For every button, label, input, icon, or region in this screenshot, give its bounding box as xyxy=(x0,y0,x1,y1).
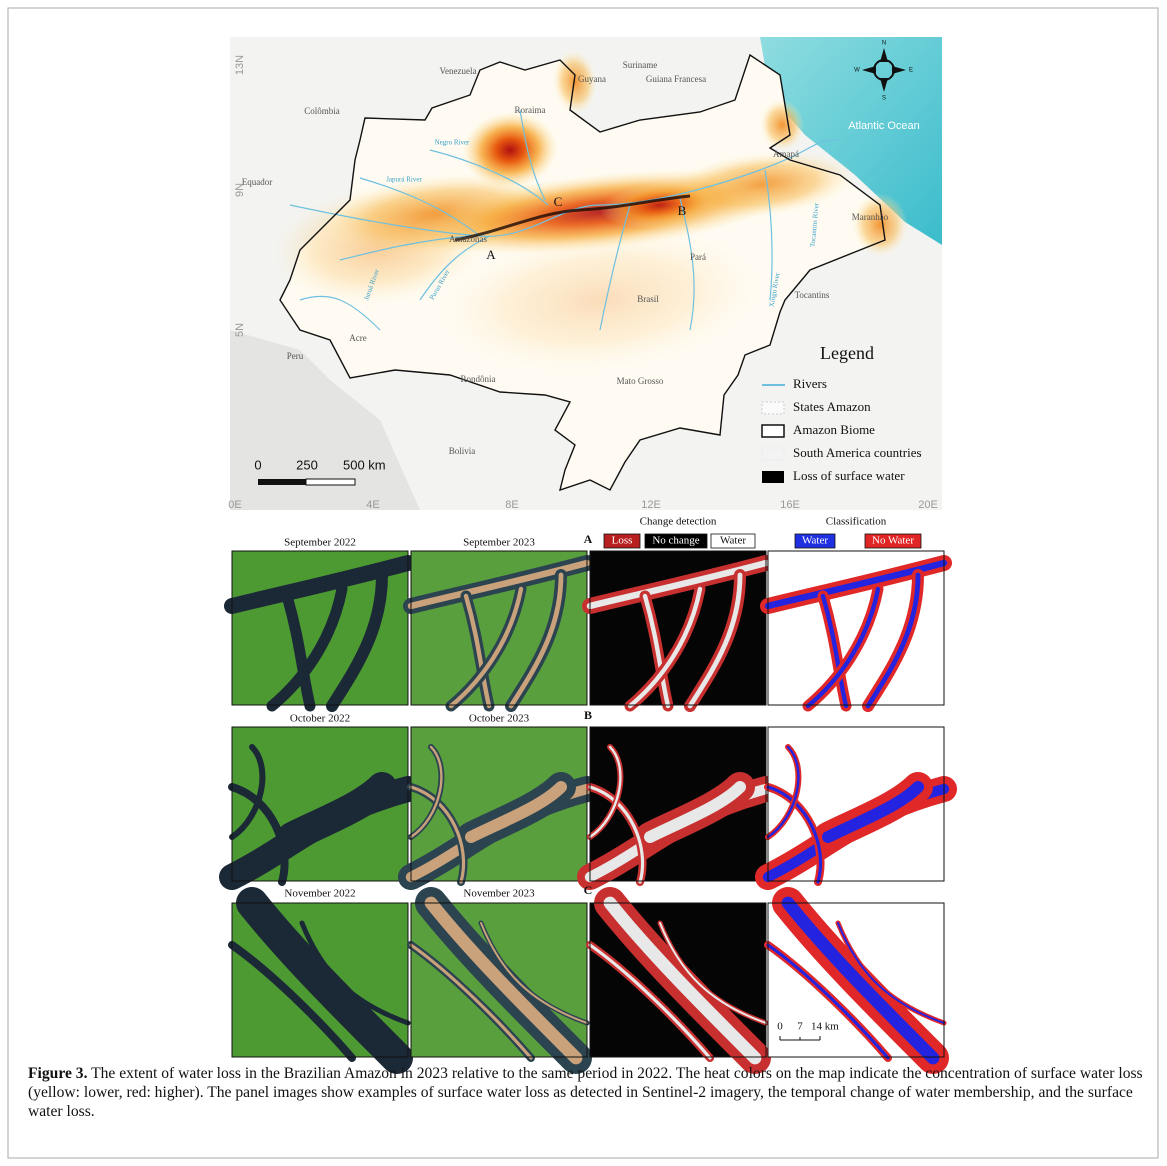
place-label: Suriname xyxy=(623,60,658,70)
scale-label: 500 km xyxy=(343,457,386,472)
place-label: Equador xyxy=(242,177,273,187)
compass-label: W xyxy=(854,68,860,74)
panel-image xyxy=(768,551,944,706)
place-label: Brasil xyxy=(637,294,659,304)
panel-image xyxy=(411,727,587,882)
place-label: Pará xyxy=(690,252,706,262)
compass-label: E xyxy=(909,68,913,74)
site-label: B xyxy=(678,203,687,218)
legend-item: Loss of surface water xyxy=(793,468,905,483)
ocean-label: Atlantic Ocean xyxy=(848,120,920,132)
key-label: Water xyxy=(720,535,746,547)
column-header: Change detection xyxy=(640,516,717,528)
lon-label: 16E xyxy=(780,499,800,511)
panel-image xyxy=(411,903,587,1058)
panel-scale-label: 0 xyxy=(777,1021,783,1033)
place-label: Guiana Francesa xyxy=(646,74,706,84)
lon-label: 12E xyxy=(641,499,661,511)
legend-item: Amazon Biome xyxy=(793,422,875,437)
place-label: Maranhão xyxy=(852,212,889,222)
page: { "map": { "place_labels": ["Venezuela",… xyxy=(0,0,1167,1166)
place-label: Guyana xyxy=(578,74,606,84)
legend-title: Legend xyxy=(820,343,874,363)
place-label: Bolivia xyxy=(449,446,476,456)
place-label: Colômbia xyxy=(304,106,340,116)
panel-date: October 2023 xyxy=(469,713,530,725)
place-label: Roraima xyxy=(515,105,546,115)
key-label: No change xyxy=(652,535,699,547)
lon-label: 20E xyxy=(918,499,938,511)
panel-date: October 2022 xyxy=(290,713,350,725)
lon-label: 0E xyxy=(228,499,241,511)
legend-countries xyxy=(762,448,784,460)
lon-label: 4E xyxy=(366,499,379,511)
legend-item: Rivers xyxy=(793,376,827,391)
key-label: Water xyxy=(802,535,828,547)
place-label: Amazonas xyxy=(449,234,487,244)
figure: Venezuela Guyana Suriname Guiana Francesa Co… xyxy=(0,0,1167,1166)
legend-item: South America countries xyxy=(793,445,922,460)
scale-label: 250 xyxy=(296,457,318,472)
compass-label: N xyxy=(882,41,886,47)
panel-site: A xyxy=(584,532,593,546)
lon-label: 8E xyxy=(505,499,518,511)
caption-label: Figure 3. xyxy=(28,1065,87,1082)
panel-image xyxy=(768,903,944,1058)
panel-date: November 2022 xyxy=(284,888,355,900)
lat-label: 5N xyxy=(234,323,246,337)
panel-image xyxy=(232,551,408,706)
place-label: Acre xyxy=(349,333,367,343)
legend-states xyxy=(762,402,784,414)
panel-image xyxy=(232,903,408,1058)
panel-date: September 2023 xyxy=(463,537,535,549)
scale-bar-black xyxy=(258,479,306,485)
panel-image xyxy=(590,551,766,706)
scale-bar-white xyxy=(306,479,355,485)
scale-label: 0 xyxy=(254,457,261,472)
legend-biome xyxy=(762,425,784,437)
column-header: Classification xyxy=(826,516,887,528)
panel-image xyxy=(411,551,587,706)
place-label: Peru xyxy=(287,351,304,361)
panel-image xyxy=(590,727,766,882)
key-label: No Water xyxy=(872,535,914,547)
panel-image xyxy=(768,727,944,882)
panel-scale-label: 7 xyxy=(797,1021,803,1033)
legend-loss xyxy=(762,471,784,483)
place-label: Venezuela xyxy=(440,66,477,76)
lat-label: 9N xyxy=(234,183,246,197)
river-label: Japurá River xyxy=(386,176,422,184)
panel-scale-label: 14 km xyxy=(811,1021,839,1033)
place-label: Mato Grosso xyxy=(617,376,664,386)
compass-label: S xyxy=(882,96,886,102)
key-label: Loss xyxy=(612,535,633,547)
place-label: Tocantins xyxy=(795,290,830,300)
river-label: Negro River xyxy=(435,139,470,147)
panel-date: November 2023 xyxy=(463,888,535,900)
place-label: Amapá xyxy=(773,149,799,159)
panel-image xyxy=(590,903,766,1058)
caption-text: The extent of water loss in the Brazilia… xyxy=(28,1065,1143,1120)
site-label: C xyxy=(554,194,563,209)
place-label: Rondônia xyxy=(461,374,496,384)
panel-image xyxy=(232,727,408,882)
site-label: A xyxy=(486,247,496,262)
panel-date: September 2022 xyxy=(284,537,356,549)
legend-item: States Amazon xyxy=(793,399,871,414)
caption: Figure 3. The extent of water loss in th… xyxy=(28,1064,1143,1121)
panel-site: C xyxy=(584,883,593,897)
lat-label: 13N xyxy=(234,55,246,75)
panel-site: B xyxy=(584,708,592,722)
